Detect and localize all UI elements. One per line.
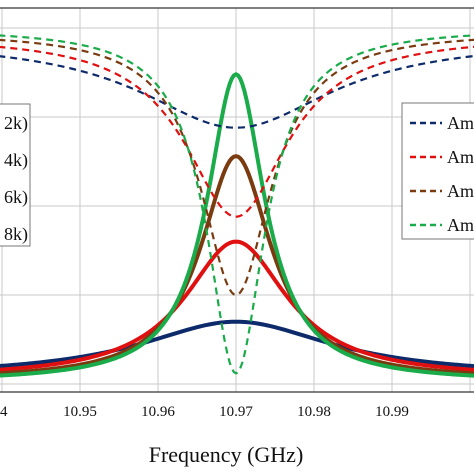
legend-right-entry: Am (447, 147, 474, 167)
x-tick-label: 4 (0, 404, 8, 420)
dashed-series-5 (0, 45, 474, 218)
legend-right-entry: Am (447, 181, 474, 201)
x-tick-label: 10.96 (141, 404, 175, 420)
x-tick-label: 10.95 (63, 404, 97, 420)
legend-right: Am Am Am Am (401, 102, 474, 240)
legend-right-entry: Am (447, 215, 474, 235)
series-group (0, 34, 474, 378)
solid-series-1 (0, 239, 474, 372)
grid (0, 8, 474, 392)
legend-left-entry: 4k) (4, 150, 28, 171)
dashed-series-6 (0, 38, 474, 297)
x-axis-title: Frequency (GHz) (149, 442, 304, 467)
solid-series-3 (0, 72, 474, 378)
plot-frame (0, 7, 474, 393)
legend-left-entry: 2k) (4, 113, 28, 134)
solid-series-0 (0, 319, 474, 369)
legend-left: 2k) 4k) 6k) 8k) (0, 103, 31, 247)
x-tick-label: 10.97 (219, 404, 253, 420)
legend-left-box (0, 103, 31, 247)
dashed-series-7 (0, 34, 474, 375)
legend-left-entry: 6k) (4, 187, 28, 208)
x-tick-label: 10.99 (375, 404, 409, 420)
plot-background (0, 8, 474, 392)
x-tick-label: 10.98 (297, 404, 331, 420)
x-tick-labels: 4 10.95 10.96 10.97 10.98 10.99 (0, 404, 409, 420)
legend-right-box (401, 102, 474, 240)
legend-left-entry: 8k) (4, 224, 28, 245)
solid-series-2 (0, 154, 474, 376)
legend-right-entry: Am (447, 113, 474, 133)
dashed-series-4 (0, 54, 474, 129)
